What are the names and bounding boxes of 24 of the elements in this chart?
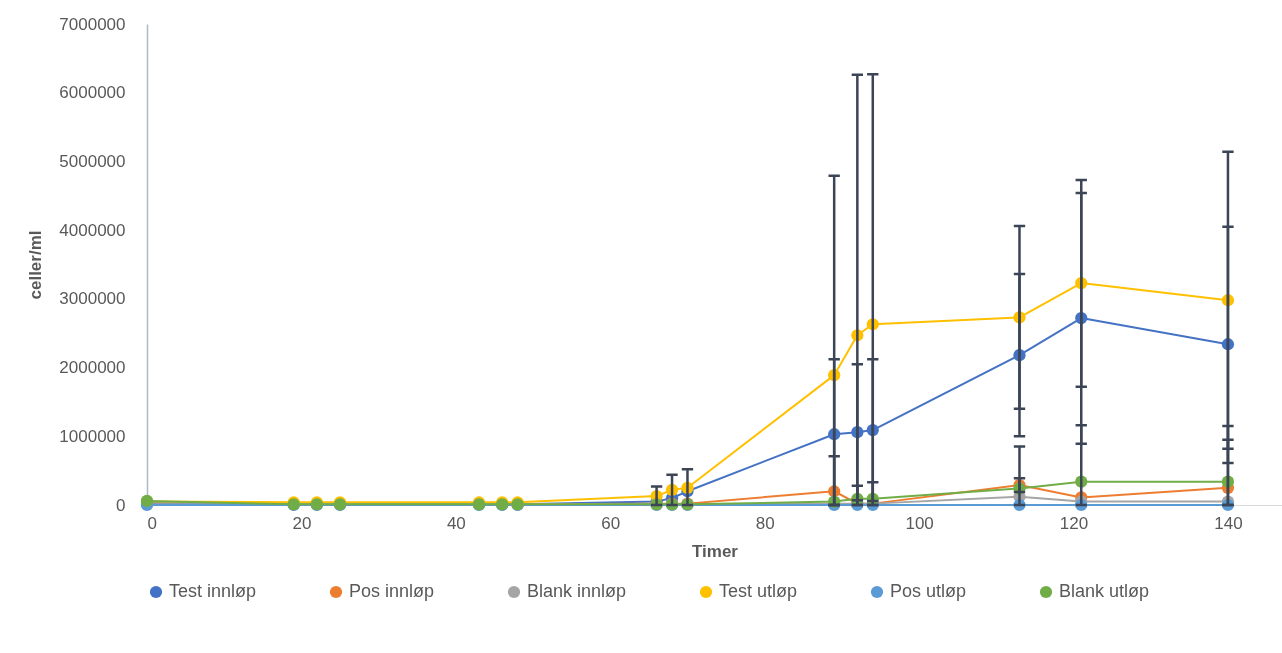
- y-tick-label: 2000000: [59, 358, 126, 378]
- x-tick-label: 60: [601, 513, 621, 533]
- x-axis-title: Timer: [692, 541, 739, 561]
- legend-label: Blank innløp: [527, 581, 627, 601]
- legend-label: Pos utløp: [890, 581, 967, 601]
- y-tick-label: 4000000: [59, 220, 126, 240]
- x-tick-label: 0: [147, 513, 157, 533]
- legend-label: Test innløp: [169, 581, 257, 601]
- legend-label: Test utløp: [719, 581, 798, 601]
- y-axis-title: celler/ml: [26, 230, 46, 300]
- legend-label: Pos innløp: [349, 581, 435, 601]
- x-tick-label: 120: [1059, 513, 1089, 533]
- y-tick-label: 3000000: [59, 289, 126, 309]
- y-tick-label: 0: [116, 495, 126, 515]
- x-tick-label: 100: [905, 513, 934, 533]
- x-tick-label: 140: [1214, 513, 1243, 533]
- x-tick-label: 40: [446, 513, 466, 533]
- y-tick-label: 7000000: [59, 14, 126, 34]
- y-tick-label: 1000000: [59, 426, 126, 446]
- y-tick-label: 6000000: [59, 83, 126, 103]
- x-tick-label: 20: [292, 513, 312, 533]
- legend-label: Blank utløp: [1059, 581, 1150, 601]
- x-tick-label: 80: [755, 513, 775, 533]
- y-tick-label: 5000000: [59, 151, 126, 171]
